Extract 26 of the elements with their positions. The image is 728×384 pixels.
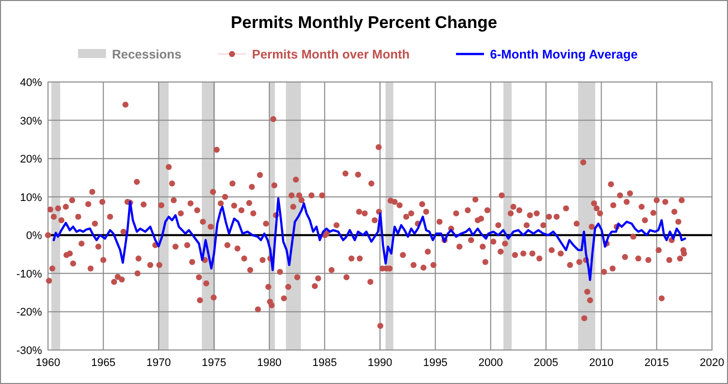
x-tick-label: 1995 [423, 357, 448, 369]
x-tick-label: 2015 [644, 357, 669, 369]
x-tick-label: 2000 [478, 357, 503, 369]
x-tick-label: 2010 [589, 357, 614, 369]
legend-label: Permits Month over Month [252, 48, 410, 62]
y-tick-label: 30% [20, 115, 42, 128]
y-tick-label: 40% [20, 77, 42, 89]
y-tick-label: 20% [20, 154, 42, 166]
x-tick-label: 1975 [202, 357, 226, 369]
line-series [52, 197, 686, 282]
y-tick-label: 10% [20, 192, 42, 204]
x-tick-label: 1970 [146, 357, 171, 369]
x-tick-label: 2020 [700, 357, 724, 369]
x-tick-label: 1985 [312, 357, 337, 369]
x-tick-label: 1960 [36, 357, 60, 369]
legend-label: Recessions [112, 48, 182, 62]
legend-label: 6-Month Moving Average [490, 48, 638, 62]
x-tick-label: 1965 [91, 357, 116, 369]
chart-title: Permits Monthly Percent Change [230, 13, 498, 32]
y-tick-label: -10% [16, 268, 42, 280]
x-tick-label: 2005 [534, 357, 558, 369]
y-tick-label: -20% [16, 306, 42, 319]
y-tick-label: -30% [16, 345, 42, 357]
x-tick-label: 1990 [368, 357, 392, 369]
y-tick-label: 0% [26, 230, 42, 242]
x-tick-label: 1980 [257, 357, 282, 369]
